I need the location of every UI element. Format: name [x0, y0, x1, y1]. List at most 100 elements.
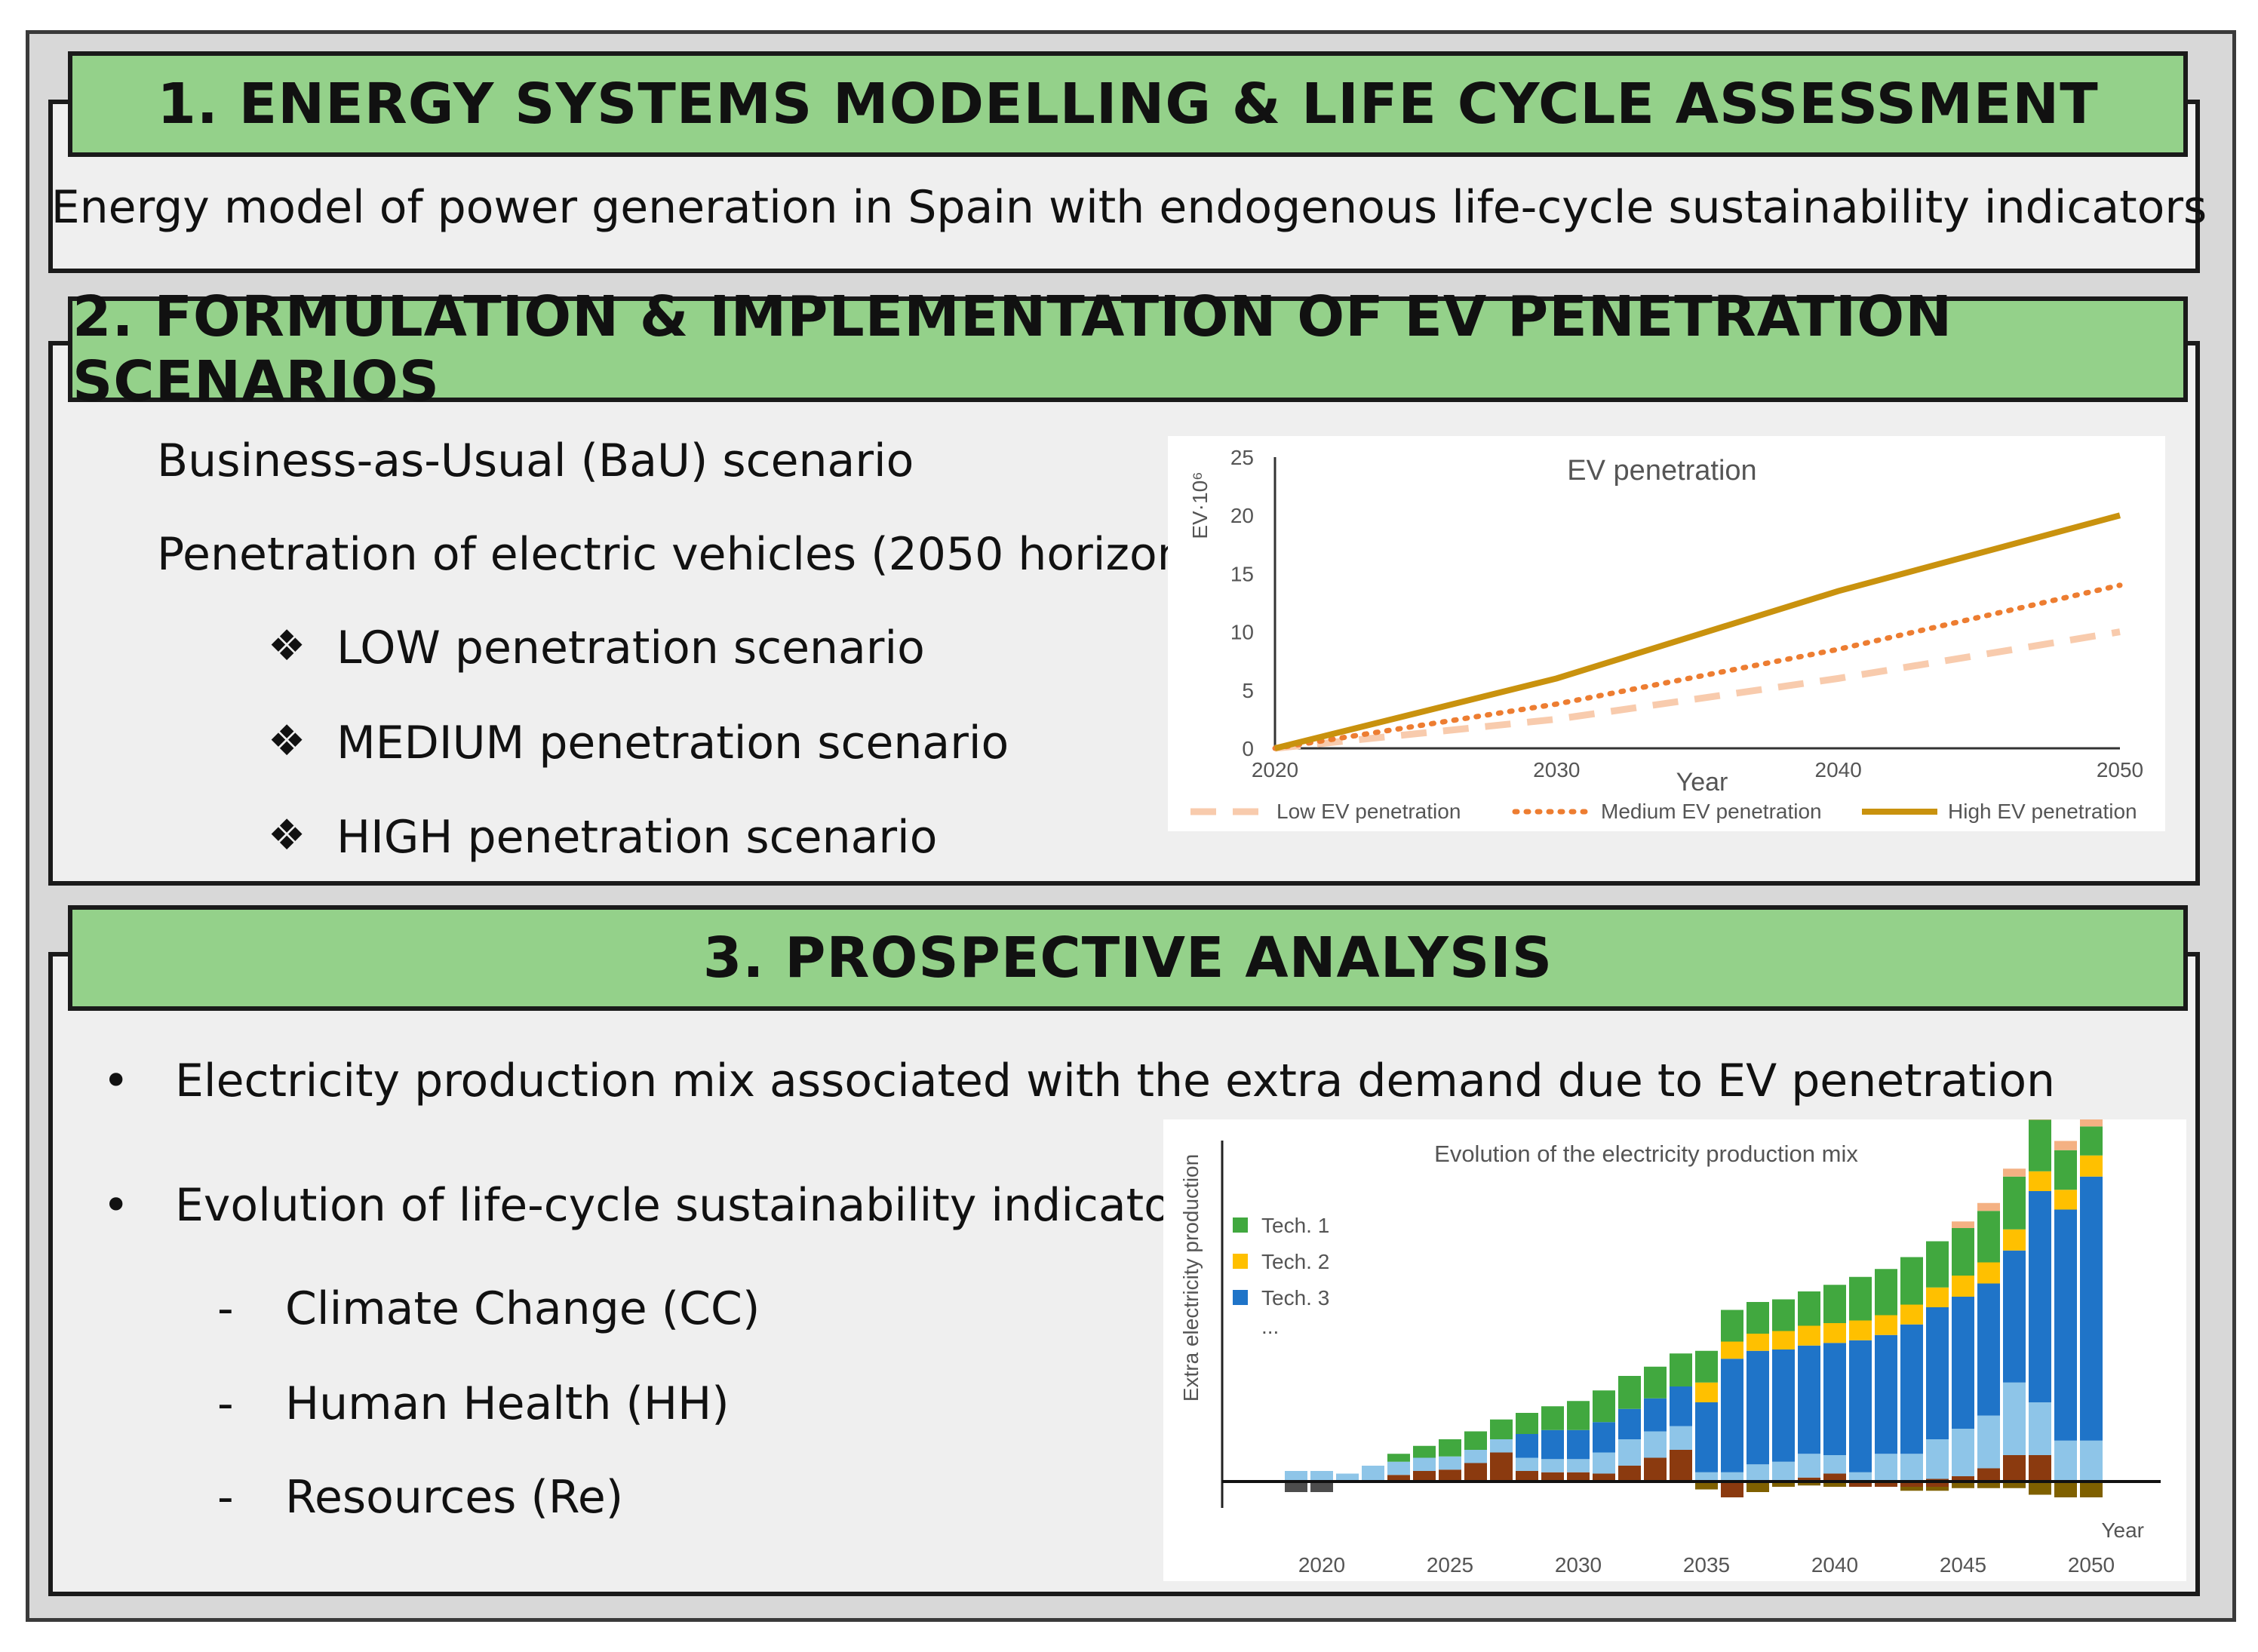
bar-segment [1490, 1419, 1513, 1439]
y-axis-label: Extra electricity production [1179, 1154, 1203, 1402]
x-tick-label: 2050 [2068, 1553, 2115, 1577]
bar-segment [2080, 1176, 2103, 1441]
bar-segment [1952, 1221, 1974, 1228]
bar-segment [1952, 1476, 1974, 1482]
bar-segment [1567, 1429, 1590, 1460]
bar-segment [2029, 1455, 2051, 1482]
bar-segment [1490, 1452, 1513, 1482]
y-tick-label: 20 [1230, 504, 1254, 527]
bar-segment [1977, 1262, 2000, 1284]
bar-segment [1695, 1382, 1718, 1402]
bar-segment [1746, 1334, 1769, 1351]
bar-segment [1285, 1471, 1307, 1482]
section1-description: Energy model of power generation in Spai… [51, 181, 2207, 234]
legend-swatch [1233, 1290, 1248, 1305]
bar-segment [1618, 1376, 1641, 1409]
bar-segment-negative [1900, 1487, 1923, 1491]
dash-icon: - [217, 1377, 234, 1430]
x-tick-label: 2020 [1252, 758, 1298, 781]
ev-penetration-heading: Penetration of electric vehicles (2050 h… [157, 528, 1219, 581]
bar-segment [1670, 1386, 1692, 1426]
bar-segment [1875, 1315, 1897, 1335]
y-axis-label: EV·10⁶ [1188, 471, 1212, 539]
bar-segment [1644, 1431, 1667, 1458]
bar-segment [1849, 1472, 1872, 1481]
bar-segment [1670, 1426, 1692, 1450]
bar-segment [2080, 1440, 2103, 1481]
bar-segment [2029, 1119, 2051, 1120]
bar-segment [1541, 1459, 1564, 1472]
series-line-high [1274, 512, 2121, 751]
bar-segment [1567, 1401, 1590, 1430]
legend-label: Tech. 3 [1261, 1286, 1329, 1310]
bar-segment-negative [1823, 1482, 1846, 1487]
bar-segment [1490, 1439, 1513, 1453]
bar-segment [1362, 1466, 1384, 1482]
bar-segment [1926, 1439, 1949, 1479]
bar-segment [1875, 1269, 1897, 1316]
legend-label: High EV penetration [1948, 800, 2137, 823]
legend-label: Low EV penetration [1276, 800, 1461, 823]
bar-segment [1798, 1477, 1820, 1482]
bar-segment [1644, 1398, 1667, 1432]
x-tick-label: 2040 [1815, 758, 1862, 781]
bar-segment-negative [1926, 1487, 1949, 1491]
bar-segment [1926, 1241, 1949, 1288]
bar-segment [1823, 1285, 1846, 1323]
bar-segment [1875, 1454, 1897, 1481]
bar-segment [2054, 1141, 2077, 1150]
bar-segment-negative [2029, 1482, 2051, 1495]
bar-segment [1721, 1310, 1743, 1342]
bar-segment-negative [1952, 1482, 1974, 1488]
bar-segment [1952, 1429, 1974, 1476]
y-tick-label: 10 [1230, 621, 1254, 644]
bar-segment [1900, 1324, 1923, 1454]
bar-segment-negative [1798, 1482, 1820, 1486]
bar-segment [1541, 1429, 1564, 1460]
bar-segment [2029, 1402, 2051, 1455]
bar-segment [1746, 1464, 1769, 1481]
x-tick-label: 2030 [1555, 1553, 1602, 1577]
section3-title: 3. PROSPECTIVE ANALYSIS [68, 905, 2188, 1011]
bullet-icon: • [103, 1179, 130, 1232]
bar-segment [1926, 1287, 1949, 1307]
bar-segment [1721, 1472, 1743, 1481]
legend-label: Tech. 1 [1261, 1214, 1329, 1237]
bullet-icon: • [103, 1055, 130, 1107]
bar-segment [1644, 1457, 1667, 1482]
indicator-human-health: Human Health (HH) [285, 1377, 730, 1430]
bar-segment [1823, 1473, 1846, 1482]
bar-segment [1567, 1472, 1590, 1482]
bar-segment-negative [1285, 1482, 1307, 1492]
bar-segment [1977, 1202, 2000, 1211]
bar-segment [1567, 1459, 1590, 1472]
scenario-low: LOW penetration scenario [336, 622, 925, 674]
bar-segment [1593, 1422, 1615, 1453]
bar-segment [2029, 1191, 2051, 1402]
bar-segment [1516, 1413, 1538, 1434]
production-mix-chart: Evolution of the electricity production … [1163, 1119, 2186, 1581]
bar-segment [1798, 1454, 1820, 1478]
bar-segment [1772, 1331, 1795, 1350]
bar-segment [2080, 1126, 2103, 1156]
bar-segment [2029, 1119, 2051, 1171]
bar-segment [1413, 1457, 1436, 1471]
x-tick-label: 2020 [1298, 1553, 1345, 1577]
bar-segment [2003, 1382, 2026, 1455]
bar-segment [1439, 1469, 1461, 1482]
bar-segment [1618, 1466, 1641, 1482]
bar-segment [2080, 1155, 2103, 1177]
bar-segment-negative [2054, 1482, 2077, 1497]
x-axis-label: Year [2101, 1518, 2144, 1542]
bar-segment-negative [1310, 1482, 1333, 1492]
legend-swatch [1233, 1254, 1248, 1269]
bar-segment [1772, 1350, 1795, 1462]
bar-segment [1464, 1431, 1487, 1450]
bar-segment [1798, 1325, 1820, 1346]
bar-segment-negative [1900, 1482, 1923, 1487]
legend-swatch [1233, 1218, 1248, 1233]
diamond-bullet-icon: ❖ [268, 717, 306, 766]
bar-segment [1695, 1402, 1718, 1472]
bar-segment-negative [1695, 1482, 1718, 1490]
bar-segment [1439, 1456, 1461, 1470]
